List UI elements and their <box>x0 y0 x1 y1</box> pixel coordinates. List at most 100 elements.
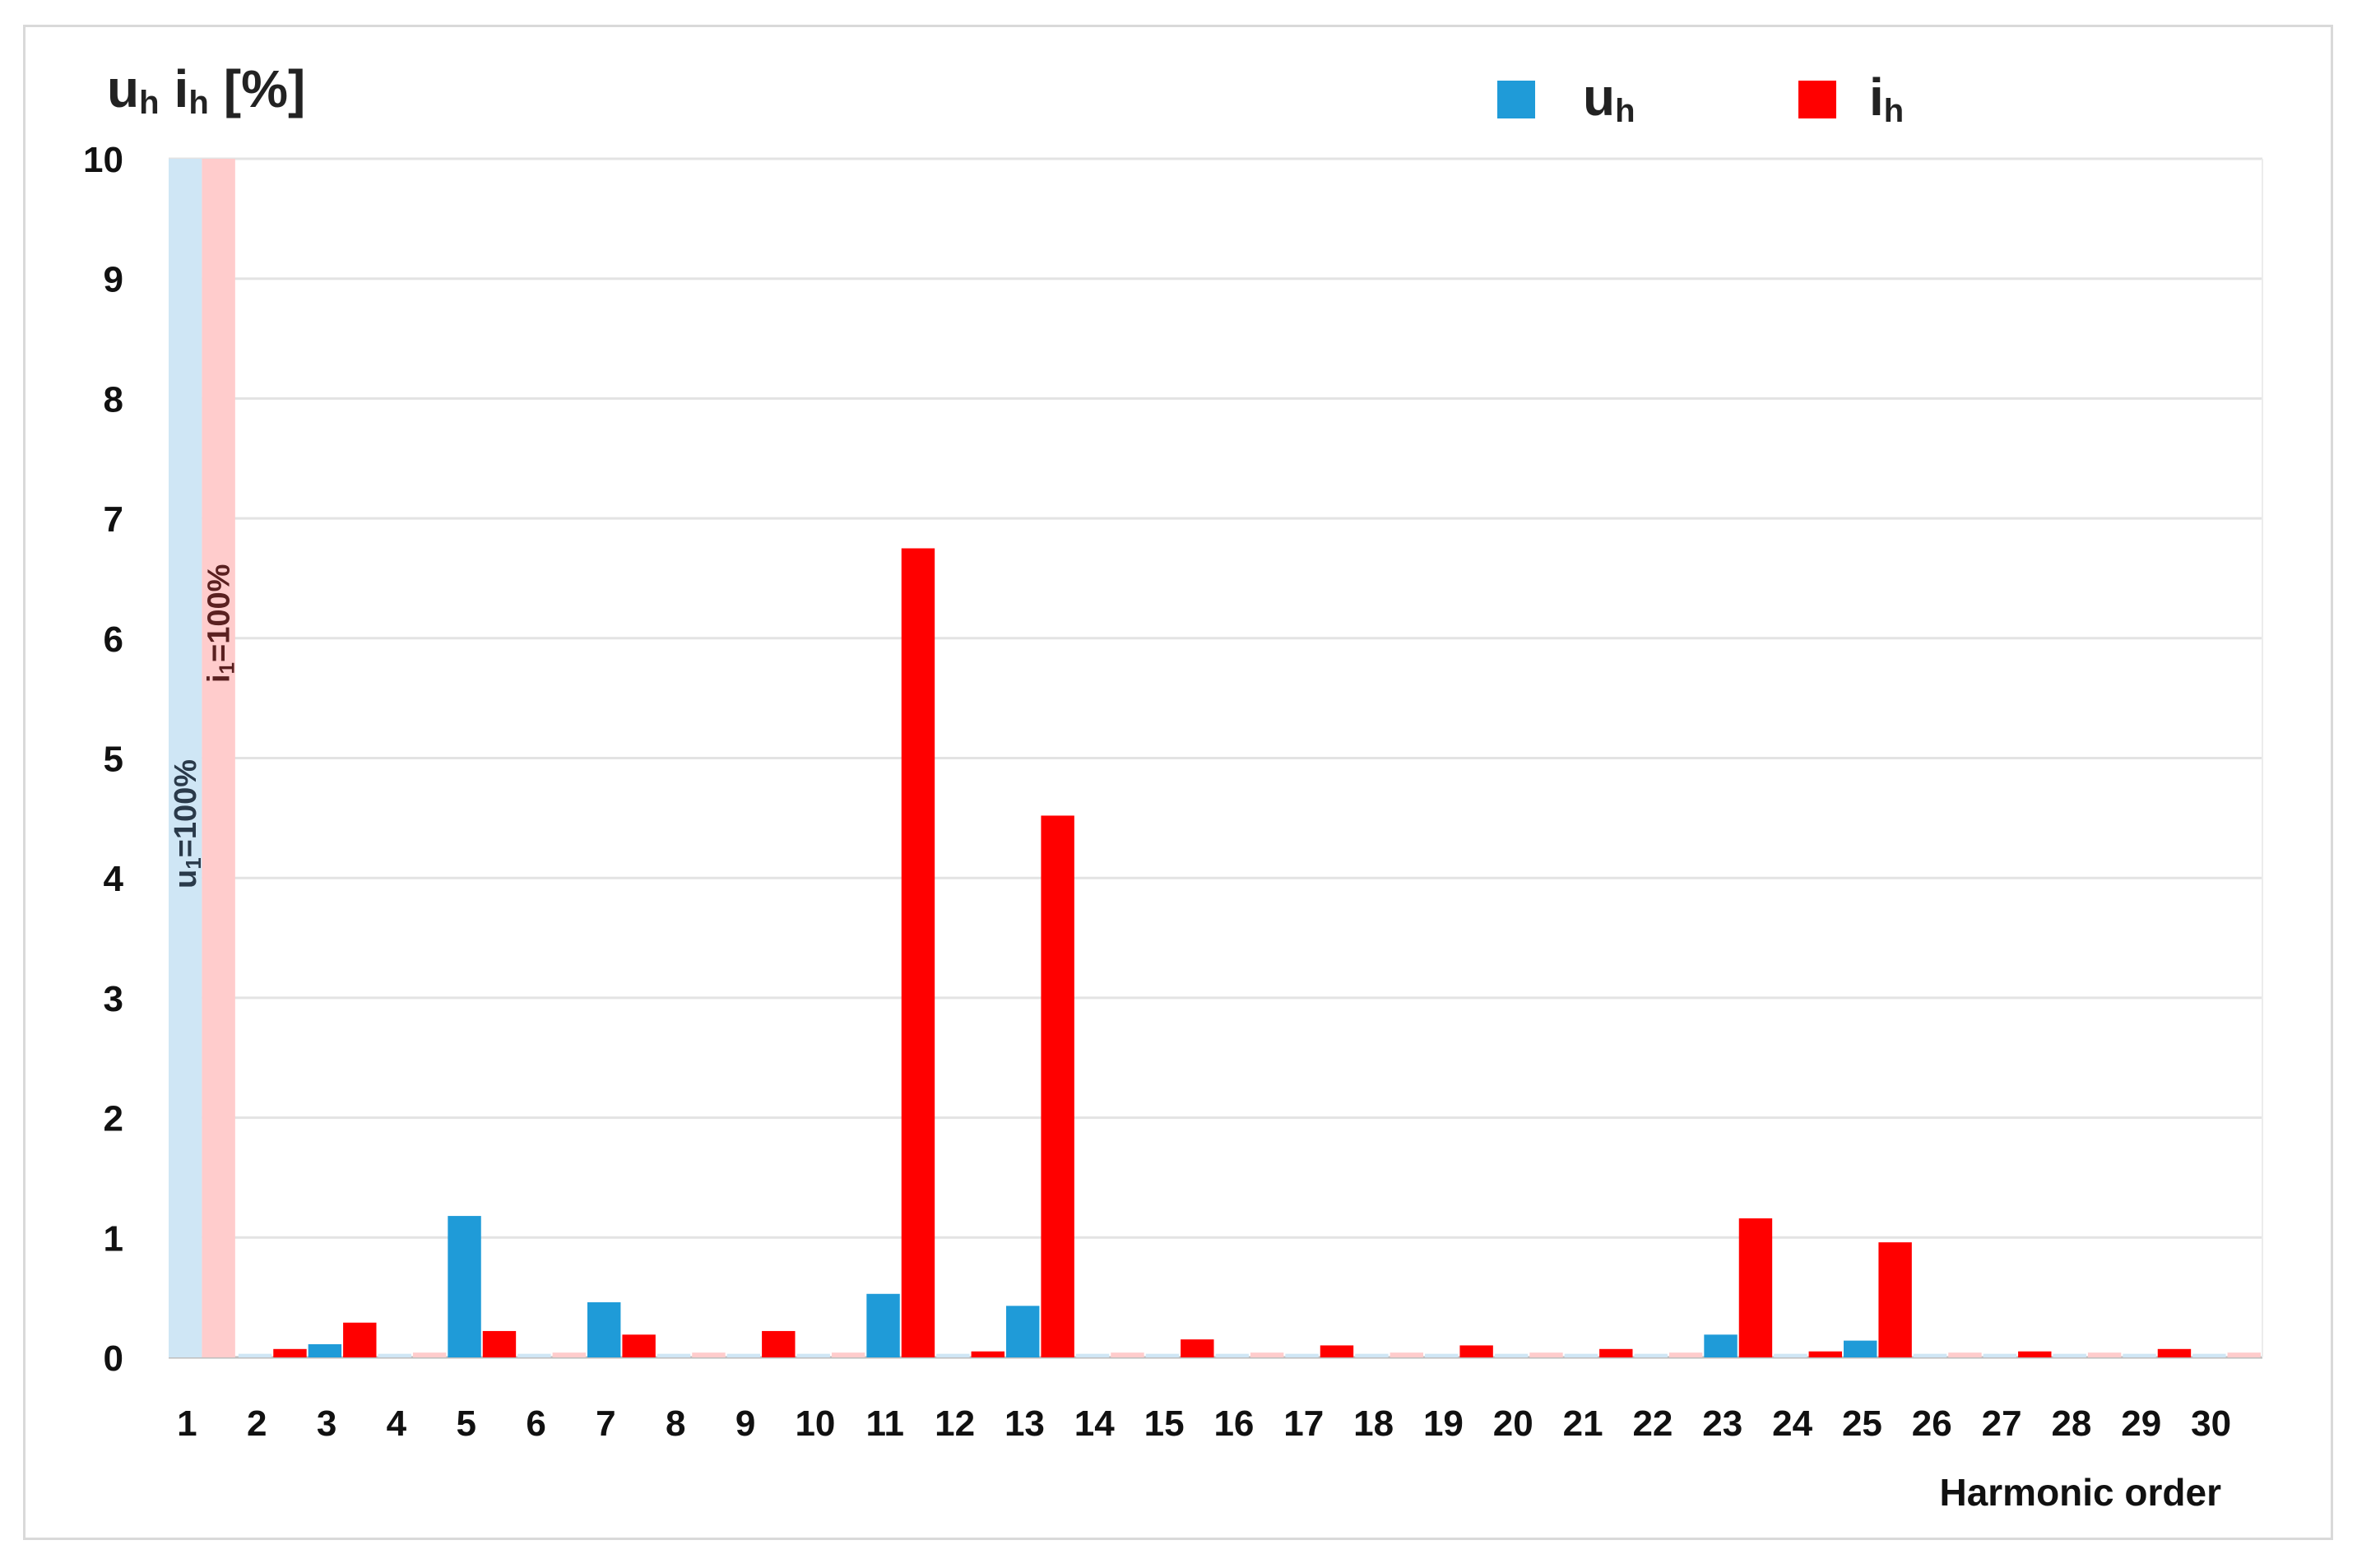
bar-uh-4 <box>378 1353 411 1357</box>
bar-ih-12 <box>971 1351 1005 1357</box>
y-axis-title: uh ih [%] <box>107 59 305 121</box>
bar-uh-11 <box>866 1293 900 1357</box>
bars <box>238 548 2261 1357</box>
x-tick-25: 25 <box>1842 1403 1882 1444</box>
bar-ih-17 <box>1320 1345 1354 1357</box>
bar-uh-26 <box>1913 1353 1947 1357</box>
x-tick-1: 1 <box>177 1403 197 1444</box>
shade-i1 <box>202 159 235 1357</box>
bar-uh-15 <box>1145 1353 1180 1357</box>
bar-ih-6 <box>552 1352 586 1357</box>
bar-uh-24 <box>1774 1353 1807 1357</box>
y-axis-title-u-sub: h <box>139 85 159 121</box>
x-tick-7: 7 <box>596 1403 615 1444</box>
x-tick-12: 12 <box>935 1403 975 1444</box>
bar-ih-24 <box>1808 1351 1842 1357</box>
bar-uh-10 <box>796 1353 830 1357</box>
legend: uh ih <box>1497 67 1904 129</box>
x-tick-14: 14 <box>1074 1403 1115 1444</box>
bar-uh-17 <box>1285 1353 1319 1357</box>
bar-ih-23 <box>1738 1218 1773 1357</box>
x-tick-10: 10 <box>795 1403 835 1444</box>
bar-ih-8 <box>692 1352 726 1357</box>
bar-ih-25 <box>1878 1242 1912 1357</box>
bar-ih-15 <box>1181 1339 1214 1357</box>
bar-ih-11 <box>901 548 935 1357</box>
x-tick-8: 8 <box>666 1403 685 1444</box>
x-tick-4: 4 <box>387 1403 407 1444</box>
bar-uh-9 <box>726 1353 761 1357</box>
annotation-i1: i1=100% <box>202 564 239 683</box>
bar-uh-27 <box>1983 1353 2017 1357</box>
bar-uh-29 <box>2123 1353 2156 1357</box>
bar-uh-7 <box>587 1301 621 1357</box>
bar-ih-14 <box>1111 1352 1144 1357</box>
bar-ih-16 <box>1250 1352 1284 1357</box>
bar-ih-3 <box>343 1322 377 1357</box>
bar-ih-5 <box>482 1330 517 1357</box>
bar-ih-26 <box>1948 1352 1982 1357</box>
x-tick-17: 17 <box>1283 1403 1324 1444</box>
x-tick-9: 9 <box>735 1403 755 1444</box>
bar-uh-21 <box>1564 1353 1598 1357</box>
bar-ih-2 <box>273 1348 307 1357</box>
bar-ih-21 <box>1599 1348 1633 1357</box>
bar-ih-7 <box>622 1334 656 1357</box>
bar-ih-9 <box>762 1330 796 1357</box>
y-tick-9: 9 <box>104 260 123 300</box>
bar-uh-28 <box>2053 1353 2086 1357</box>
gridlines <box>169 157 2263 1359</box>
bar-uh-3 <box>308 1343 342 1357</box>
x-tick-20: 20 <box>1493 1403 1533 1444</box>
y-tick-labels: 0 1 2 3 4 5 6 7 8 9 10 <box>83 140 123 1379</box>
x-tick-21: 21 <box>1563 1403 1603 1444</box>
bar-ih-13 <box>1041 815 1074 1357</box>
y-tick-5: 5 <box>104 740 123 780</box>
x-tick-29: 29 <box>2121 1403 2161 1444</box>
bar-ih-29 <box>2157 1348 2192 1357</box>
x-tick-26: 26 <box>1912 1403 1952 1444</box>
y-tick-1: 1 <box>104 1218 123 1259</box>
bar-ih-20 <box>1529 1352 1563 1357</box>
annotation-u1: u1=100% <box>169 759 206 888</box>
x-tick-27: 27 <box>1982 1403 2022 1444</box>
x-tick-6: 6 <box>526 1403 545 1444</box>
fundamental-shading <box>169 159 235 1357</box>
x-tick-23: 23 <box>1702 1403 1742 1444</box>
bar-uh-16 <box>1215 1353 1249 1357</box>
bar-uh-2 <box>238 1353 272 1357</box>
y-tick-6: 6 <box>104 619 123 660</box>
bar-ih-22 <box>1668 1352 1703 1357</box>
legend-label-ih: ih <box>1869 67 1904 129</box>
y-axis-title-i-sub: h <box>188 85 208 121</box>
legend-label-uh: uh <box>1583 67 1636 129</box>
bar-uh-23 <box>1704 1334 1738 1357</box>
bar-ih-4 <box>412 1352 447 1357</box>
bar-uh-8 <box>657 1353 691 1357</box>
y-tick-7: 7 <box>104 499 123 540</box>
bar-ih-19 <box>1459 1345 1493 1357</box>
x-tick-16: 16 <box>1213 1403 1254 1444</box>
y-tick-8: 8 <box>104 379 123 420</box>
x-tick-13: 13 <box>1005 1403 1045 1444</box>
y-axis-title-u: u <box>107 59 139 118</box>
x-tick-15: 15 <box>1144 1403 1185 1444</box>
bar-uh-14 <box>1075 1353 1110 1357</box>
x-tick-28: 28 <box>2051 1403 2091 1444</box>
bar-ih-18 <box>1390 1352 1423 1357</box>
legend-swatch-uh <box>1497 81 1535 118</box>
bar-ih-28 <box>2087 1352 2122 1357</box>
bar-ih-30 <box>2227 1352 2261 1357</box>
x-tick-22: 22 <box>1632 1403 1673 1444</box>
bar-uh-30 <box>2192 1353 2226 1357</box>
bar-uh-12 <box>936 1353 970 1357</box>
bar-uh-25 <box>1844 1340 1877 1357</box>
y-axis-title-unit: [%] <box>224 59 306 118</box>
bar-uh-5 <box>448 1216 481 1357</box>
y-tick-4: 4 <box>104 859 124 899</box>
x-tick-5: 5 <box>457 1403 476 1444</box>
bar-uh-22 <box>1634 1353 1668 1357</box>
y-tick-0: 0 <box>104 1338 123 1379</box>
x-tick-19: 19 <box>1423 1403 1464 1444</box>
